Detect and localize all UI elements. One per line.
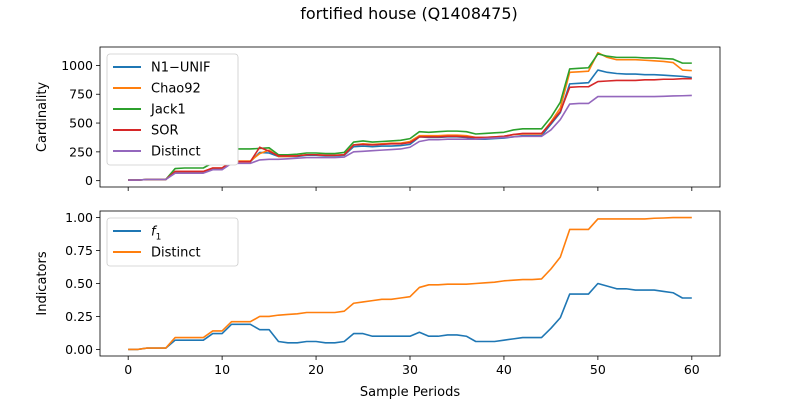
- indicators-panel: 0.00 0.25 0.50 0.75 1.00 0 10 20 30 40 50 60 Indic…: [35, 210, 721, 400]
- indicators-x-tick-label: 40: [496, 362, 512, 377]
- cardinality-legend-label: Chao92: [151, 82, 201, 97]
- cardinality-legend-frame: [106, 53, 239, 166]
- indicators-series: [128, 216, 692, 351]
- indicators-series-line-0: [128, 282, 692, 351]
- indicators-y-ticks: 0.00 0.25 0.50 0.75 1.00: [65, 210, 100, 357]
- cardinality-y-tick-label: 750: [69, 87, 93, 102]
- cardinality-y-tick-label: 500: [69, 116, 93, 131]
- cardinality-panel: 0 250 500 750 1000 Cardinality N1−UNIF Chao92…: [35, 46, 721, 191]
- indicators-x-ticks: 0 10 20 30 40 50 60: [124, 356, 700, 377]
- indicators-x-tick-label: 60: [684, 362, 700, 377]
- cardinality-legend-label: Distinct: [151, 145, 201, 160]
- cardinality-y-tick-label: 250: [69, 144, 93, 159]
- x-axis-label: Sample Periods: [360, 385, 460, 400]
- cardinality-y-axis-label: Cardinality: [35, 82, 50, 153]
- cardinality-series-line-4: [128, 94, 692, 181]
- indicators-y-axis-label: Indicators: [35, 251, 50, 315]
- indicators-y-tick-label: 1.00: [65, 210, 93, 225]
- indicators-x-tick-label: 20: [308, 362, 324, 377]
- indicators-legend-label: f1: [151, 225, 161, 243]
- indicators-series-line-1: [128, 216, 692, 351]
- indicators-y-tick-label: 0.25: [65, 309, 93, 324]
- indicators-x-tick-label: 50: [590, 362, 606, 377]
- cardinality-y-tick-label: 1000: [61, 58, 93, 73]
- indicators-legend: f1 Distinct: [106, 217, 239, 267]
- cardinality-x-ticks: [127, 187, 693, 191]
- indicators-x-tick-label: 0: [124, 362, 132, 377]
- cardinality-legend-label: SOR: [151, 124, 179, 139]
- figure-title: fortified house (Q1408475): [300, 4, 518, 23]
- cardinality-legend: N1−UNIF Chao92 Jack1 SOR Distinct: [106, 53, 239, 166]
- cardinality-y-ticks: 0 250 500 750 1000: [61, 58, 100, 188]
- indicators-x-tick-label: 30: [402, 362, 418, 377]
- cardinality-series-line-3: [128, 77, 692, 181]
- indicators-y-tick-label: 0.50: [65, 276, 93, 291]
- indicators-legend-label: Distinct: [151, 246, 201, 261]
- indicators-y-tick-label: 0.75: [65, 243, 93, 258]
- cardinality-y-tick-label: 0: [85, 173, 93, 188]
- indicators-y-tick-label: 0.00: [65, 342, 93, 357]
- cardinality-legend-label: Jack1: [150, 103, 186, 118]
- cardinality-legend-label: N1−UNIF: [151, 61, 210, 76]
- indicators-x-tick-label: 10: [214, 362, 230, 377]
